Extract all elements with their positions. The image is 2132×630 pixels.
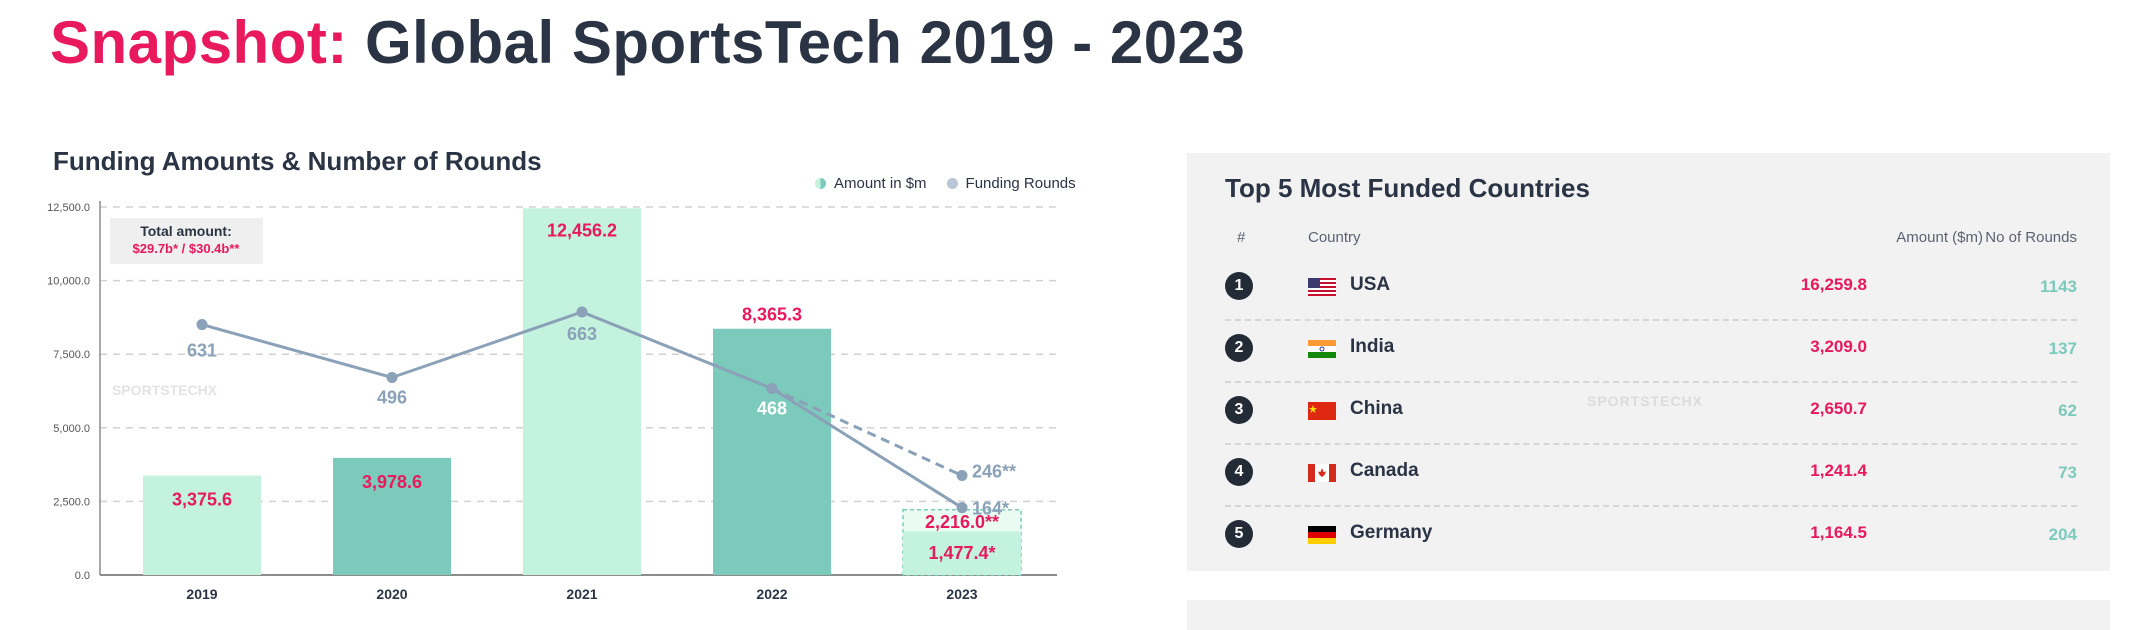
- china-flag-icon: [1308, 402, 1336, 420]
- country-amount: 3,209.0: [1810, 337, 1867, 356]
- bar-2021: [523, 208, 641, 575]
- rounds-legend-icon: [946, 178, 958, 189]
- country-row: 1 USA 16,259.8 1143: [1225, 257, 2077, 319]
- projected-rounds-label: 246**: [972, 462, 1016, 482]
- x-tick-label: 2020: [376, 586, 407, 602]
- funding-chart: 0.0 2,500.0 5,000.0 7,500.0 10,000.0 12,500.0…: [47, 201, 1057, 602]
- rounds-label: 164*: [972, 499, 1009, 519]
- bar-value-label: 3,978.6: [362, 472, 422, 492]
- rank-badge: 2: [1225, 334, 1253, 362]
- header-amount: Amount ($m): [1896, 229, 1983, 246]
- rounds-projection-point: [956, 470, 968, 482]
- rank-badge: 5: [1225, 520, 1253, 548]
- top-countries-title: Top 5 Most Funded Countries: [1225, 173, 1590, 203]
- rank-badge: 3: [1225, 396, 1253, 424]
- country-name: USA: [1350, 274, 1391, 295]
- country-row: 4 Canada 1,241.4 73: [1225, 443, 2077, 505]
- rounds-label: 663: [567, 324, 597, 344]
- y-tick-label: 12,500.0: [47, 202, 90, 214]
- country-amount: 16,259.8: [1800, 275, 1867, 294]
- panel-watermark: SPORTSTECHX: [1587, 393, 1704, 409]
- canada-flag-icon: [1308, 464, 1336, 482]
- rounds-point: [576, 306, 588, 318]
- total-amount-value: $29.7b* / $30.4b**: [133, 241, 241, 256]
- rounds-label: 496: [377, 387, 407, 407]
- country-row: 5 Germany 1,164.5 204: [1225, 505, 2077, 567]
- rounds-point: [766, 382, 778, 394]
- y-tick-label: 0.0: [75, 570, 90, 582]
- country-rounds: 137: [2048, 339, 2077, 358]
- india-flag-icon: [1308, 340, 1336, 358]
- y-tick-label: 5,000.0: [53, 423, 90, 435]
- total-amount-label: Total amount:: [140, 223, 232, 239]
- country-amount: 1,164.5: [1810, 523, 1867, 542]
- y-tick-label: 10,000.0: [47, 276, 90, 288]
- country-name: Canada: [1350, 460, 1419, 481]
- bar-value-label: 3,375.6: [172, 490, 232, 510]
- row-divider: [1225, 443, 2077, 445]
- rounds-label: 631: [187, 341, 217, 361]
- country-rounds: 73: [2058, 463, 2077, 482]
- bar-2020: [333, 457, 451, 575]
- header-rank: #: [1237, 229, 1246, 246]
- y-tick-label: 7,500.0: [53, 349, 90, 361]
- rank-badge: 1: [1225, 272, 1253, 300]
- country-name: Germany: [1350, 522, 1433, 543]
- x-tick-label: 2023: [946, 586, 977, 602]
- rounds-point: [956, 502, 968, 514]
- legend-rounds-label: Funding Rounds: [965, 175, 1076, 192]
- legend-amount-label: Amount in $m: [834, 175, 927, 192]
- country-rounds: 204: [2048, 525, 2077, 544]
- row-divider: [1225, 381, 2077, 383]
- country-amount: 2,650.7: [1810, 399, 1867, 418]
- row-divider: [1225, 505, 2077, 507]
- projected-value-label: 2,216.0**: [925, 512, 999, 532]
- bar-value-label: 8,365.3: [742, 305, 802, 325]
- x-tick-label: 2021: [566, 586, 597, 602]
- country-amount: 1,241.4: [1810, 461, 1867, 480]
- country-row: 3 China 2,650.7 62: [1225, 381, 2077, 443]
- amount-legend-icon: [815, 178, 826, 189]
- bar-2023: [903, 531, 1021, 575]
- country-row: 2 India 3,209.0 137: [1225, 319, 2077, 381]
- chart-legend: Amount in $m Funding Rounds: [815, 175, 1076, 192]
- country-rounds: 62: [2058, 401, 2077, 420]
- rank-badge: 4: [1225, 458, 1253, 486]
- us-flag-icon: [1308, 278, 1336, 296]
- rounds-point: [196, 319, 208, 331]
- rounds-label: 468: [757, 398, 787, 418]
- header-country: Country: [1308, 229, 1361, 246]
- bar-value-label: 1,477.4*: [928, 543, 995, 563]
- x-tick-label: 2022: [756, 586, 787, 602]
- rounds-projection-line: [771, 387, 963, 477]
- page-title-accent: Snapshot:: [50, 9, 348, 76]
- bar-value-label: 12,456.2: [547, 220, 617, 240]
- y-tick-label: 2,500.0: [53, 496, 90, 508]
- bar-2022: [713, 328, 831, 575]
- germany-flag-icon: [1308, 526, 1336, 544]
- row-divider: [1225, 319, 2077, 321]
- rounds-point: [386, 371, 398, 383]
- header-rounds: No of Rounds: [1985, 229, 2077, 246]
- country-name: China: [1350, 398, 1403, 419]
- country-name: India: [1350, 336, 1395, 357]
- page-title-main: Global SportsTech 2019 - 2023: [365, 9, 1246, 76]
- page-title: Snapshot: Global SportsTech 2019 - 2023: [50, 8, 1245, 77]
- chart-title: Funding Amounts & Number of Rounds: [53, 146, 542, 176]
- secondary-panel: [1187, 600, 2110, 630]
- bar-2019: [143, 475, 261, 575]
- chart-watermark: SPORTSTECHX: [112, 382, 218, 398]
- total-amount-box: [110, 218, 263, 264]
- country-rounds: 1143: [2040, 277, 2077, 296]
- x-tick-label: 2019: [186, 586, 217, 602]
- top-countries-panel: Top 5 Most Funded Countries # Country Am…: [1187, 153, 2110, 571]
